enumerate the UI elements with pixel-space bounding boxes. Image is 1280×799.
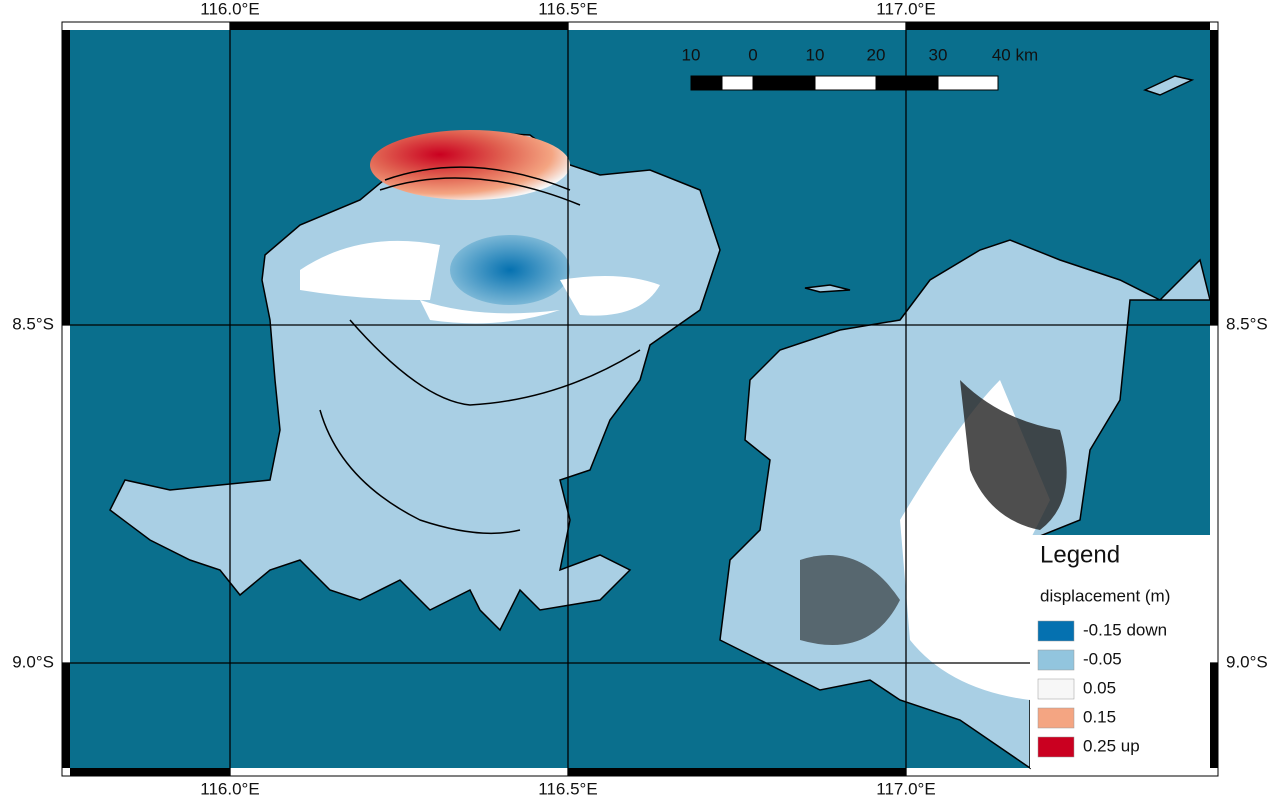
scale-label: 10 (682, 45, 701, 64)
legend-title: Legend (1040, 541, 1120, 568)
graticule (62, 22, 1218, 776)
lon-label: 116.0°E (200, 0, 259, 18)
legend-label: -0.05 (1083, 649, 1122, 668)
contour (384, 166, 571, 191)
legend-swatch (1037, 620, 1075, 642)
scale-label: 10 (806, 45, 825, 64)
lon-label: 117.0°E (876, 779, 935, 798)
scale-bar (690, 75, 999, 91)
lat-label: 8.5°S (1226, 314, 1268, 333)
legend-label: -0.15 down (1083, 620, 1167, 639)
islet (1142, 75, 1195, 96)
lon-label: 117.0°E (876, 0, 935, 18)
legend-swatch (1037, 678, 1075, 700)
contour (349, 319, 641, 406)
no-data (300, 240, 440, 300)
scale-label: 20 (867, 45, 886, 64)
legend-label: 0.25 up (1083, 736, 1140, 755)
lat-label: 8.5°S (12, 314, 54, 333)
legend-label: 0.05 (1083, 678, 1116, 697)
legend-swatch (1037, 736, 1075, 758)
lon-label: 116.0°E (200, 779, 259, 798)
islet (804, 284, 851, 293)
lon-label: 116.5°E (538, 779, 597, 798)
scale-label: 30 (929, 45, 948, 64)
legend-swatch (1037, 707, 1075, 729)
subsidence-zone (450, 235, 570, 305)
legend-label: 0.15 (1083, 707, 1116, 726)
no-data (420, 300, 560, 324)
decorrelation (960, 380, 1067, 530)
uplift-zone (370, 130, 570, 200)
legend-swatch (1037, 649, 1075, 671)
contour (379, 177, 581, 206)
lat-label: 9.0°S (12, 652, 54, 671)
scale-label: 0 (748, 45, 757, 64)
scale-label: 40 km (992, 45, 1038, 64)
legend-subtitle: displacement (m) (1040, 586, 1170, 605)
contour (319, 409, 521, 535)
frame-border (62, 22, 1218, 776)
decorrelation (800, 555, 900, 645)
lat-label: 9.0°S (1226, 652, 1268, 671)
lon-label: 116.5°E (538, 0, 597, 18)
no-data (560, 276, 660, 316)
